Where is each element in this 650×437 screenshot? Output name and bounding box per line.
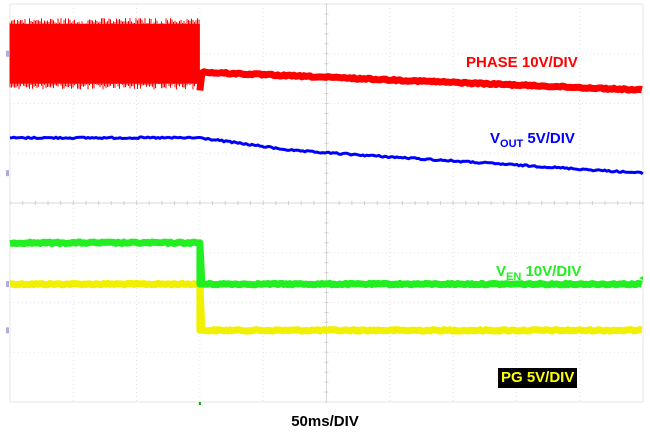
scope-traces bbox=[8, 18, 644, 335]
trace-phase bbox=[9, 18, 644, 94]
label-vout-main: V bbox=[490, 130, 501, 147]
trigger-position-marker bbox=[198, 402, 201, 405]
trace-vout bbox=[9, 135, 644, 176]
trace-phase-spikes bbox=[9, 18, 200, 90]
trace-pg-line bbox=[8, 279, 644, 335]
label-ven-sub: EN bbox=[506, 271, 522, 283]
label-phase: PHASE 10V/DIV bbox=[466, 54, 578, 71]
channel-marker-pg bbox=[6, 327, 9, 334]
label-vout-sub: OUT bbox=[500, 138, 524, 150]
trace-ven bbox=[8, 238, 644, 289]
label-vout-scale: 5V/DIV bbox=[527, 130, 575, 147]
label-ven-main: V bbox=[496, 263, 507, 280]
channel-marker-vout bbox=[6, 170, 9, 177]
label-vout: VOUT 5V/DIV bbox=[490, 130, 575, 150]
trace-ven-line bbox=[8, 238, 644, 289]
time-division-label: 50ms/DIV bbox=[291, 413, 359, 430]
label-ven-scale: 10V/DIV bbox=[525, 263, 582, 280]
trace-pg bbox=[8, 279, 644, 335]
trace-vout-line bbox=[9, 135, 644, 176]
label-ven: VEN 10V/DIV bbox=[496, 263, 581, 283]
trace-phase-decay bbox=[196, 68, 644, 94]
channel-marker-phase bbox=[6, 50, 9, 57]
label-pg: PG 5V/DIV bbox=[498, 368, 578, 388]
channel-markers bbox=[6, 50, 643, 405]
trigger-level-marker bbox=[639, 276, 643, 281]
label-phase-text: PHASE 10V/DIV bbox=[466, 54, 578, 71]
channel-marker-ven bbox=[6, 281, 9, 288]
label-pg-text: PG 5V/DIV bbox=[501, 369, 575, 386]
